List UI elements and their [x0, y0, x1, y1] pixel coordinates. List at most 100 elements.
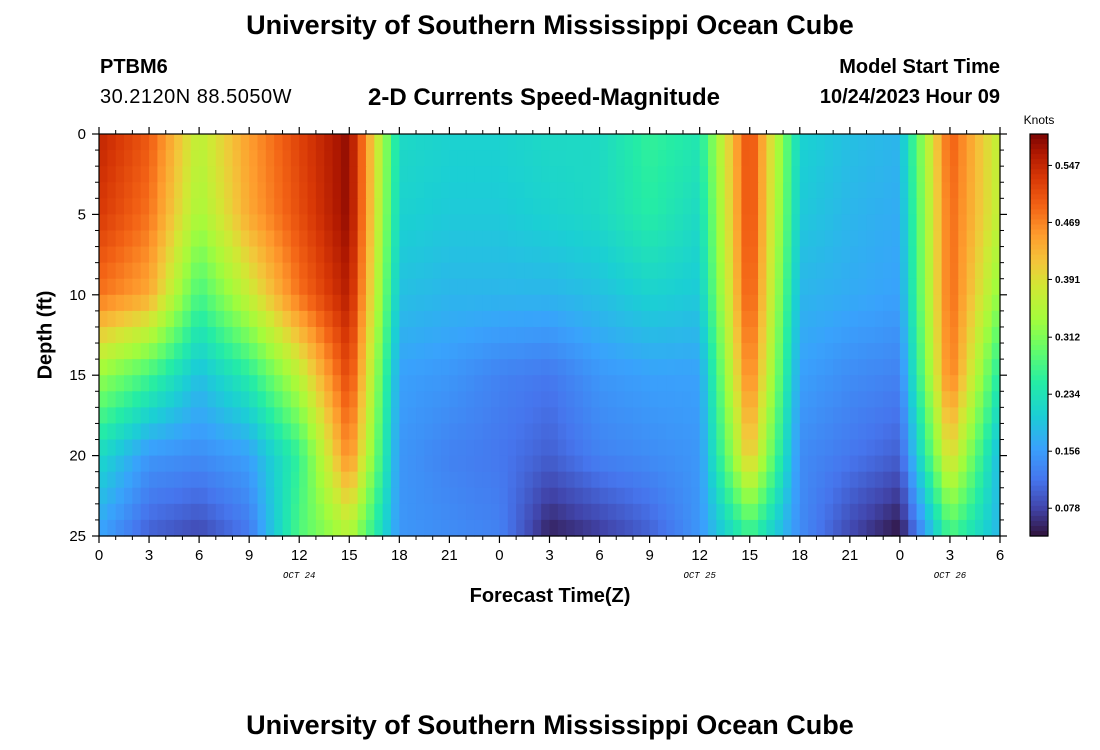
heatmap-cell	[941, 503, 951, 521]
heatmap-cell	[691, 439, 701, 457]
heatmap-cell	[916, 375, 926, 392]
x-tick-label: 6	[195, 547, 203, 564]
heatmap-cell	[149, 455, 158, 473]
heatmap-cell	[207, 359, 217, 376]
colorbar-swatch	[1030, 219, 1048, 226]
heatmap-cell	[599, 343, 609, 360]
heatmap-cell	[365, 471, 375, 489]
heatmap-cell	[282, 471, 292, 489]
heatmap-cell	[949, 182, 959, 199]
heatmap-cell	[299, 310, 309, 328]
heatmap-cell	[124, 278, 133, 296]
heatmap-cell	[774, 262, 784, 280]
heatmap-cell	[874, 375, 884, 392]
heatmap-cell	[766, 278, 776, 296]
heatmap-cell	[582, 134, 592, 151]
heatmap-cell	[340, 166, 350, 183]
heatmap-cell	[365, 246, 375, 264]
heatmap-cell	[432, 439, 442, 457]
heatmap-cell	[182, 310, 192, 328]
heatmap-cell	[299, 455, 309, 473]
heatmap-cell	[349, 182, 359, 199]
heatmap-cell	[532, 198, 542, 215]
heatmap-cell	[783, 343, 793, 360]
heatmap-cell	[883, 134, 893, 151]
heatmap-cell	[424, 278, 434, 296]
heatmap-cell	[382, 391, 392, 408]
heatmap-cell	[566, 375, 576, 392]
heatmap-cell	[599, 519, 609, 537]
heatmap-cell	[374, 455, 384, 473]
heatmap-cell	[257, 326, 267, 344]
heatmap-cell	[616, 343, 626, 360]
heatmap-cell	[666, 407, 676, 425]
heatmap-cell	[741, 439, 751, 457]
heatmap-cell	[115, 471, 125, 489]
heatmap-cell	[883, 262, 893, 280]
heatmap-cell	[491, 391, 501, 408]
heatmap-cell	[299, 262, 309, 280]
heatmap-cell	[616, 326, 626, 344]
heatmap-cell	[282, 182, 292, 199]
heatmap-cell	[682, 519, 692, 537]
heatmap-cell	[140, 246, 150, 264]
heatmap-cell	[416, 214, 425, 232]
heatmap-cell	[966, 503, 976, 521]
heatmap-cell	[766, 439, 776, 457]
heatmap-cell	[382, 246, 392, 264]
heatmap-cell	[574, 343, 584, 360]
heatmap-cell	[357, 198, 367, 215]
heatmap-cell	[474, 439, 484, 457]
heatmap-cell	[416, 407, 425, 425]
heatmap-cell	[758, 519, 767, 537]
heatmap-cell	[99, 519, 108, 537]
heatmap-cell	[299, 230, 309, 248]
heatmap-cell	[299, 198, 309, 215]
heatmap-cell	[365, 278, 375, 296]
heatmap-cell	[649, 134, 659, 151]
heatmap-cell	[724, 246, 734, 264]
heatmap-cell	[315, 519, 325, 537]
heatmap-cell	[741, 166, 751, 183]
heatmap-cell	[908, 198, 918, 215]
heatmap-cell	[624, 487, 634, 505]
heatmap-cell	[774, 166, 784, 183]
heatmap-cell	[174, 262, 184, 280]
heatmap-cell	[240, 198, 250, 215]
heatmap-cell	[249, 503, 259, 521]
heatmap-cell	[733, 375, 742, 392]
heatmap-cell	[115, 503, 125, 521]
heatmap-cell	[516, 455, 526, 473]
heatmap-cell	[741, 310, 751, 328]
heatmap-cell	[674, 503, 684, 521]
x-tick-label: 6	[595, 547, 603, 564]
heatmap-cell	[99, 246, 108, 264]
heatmap-cell	[99, 391, 108, 408]
heatmap-cell	[524, 375, 534, 392]
heatmap-cell	[332, 166, 342, 183]
heatmap-cell	[632, 134, 642, 151]
heatmap-cell	[607, 166, 617, 183]
heatmap-cell	[190, 294, 200, 312]
heatmap-cell	[607, 150, 617, 167]
heatmap-cell	[916, 310, 926, 328]
heatmap-cell	[607, 182, 617, 199]
heatmap-cell	[632, 487, 642, 505]
heatmap-cell	[332, 230, 342, 248]
heatmap-cell	[566, 455, 576, 473]
heatmap-cell	[632, 375, 642, 392]
heatmap-cell	[749, 343, 759, 360]
heatmap-cell	[641, 455, 651, 473]
heatmap-cell	[983, 343, 993, 360]
heatmap-cell	[674, 439, 684, 457]
heatmap-cell	[215, 134, 225, 151]
heatmap-cell	[157, 230, 167, 248]
heatmap-cell	[516, 182, 526, 199]
heatmap-cell	[924, 455, 934, 473]
heatmap-cell	[708, 150, 717, 167]
heatmap-cell	[908, 294, 918, 312]
heatmap-cell	[899, 198, 909, 215]
heatmap-cell	[849, 230, 859, 248]
heatmap-cell	[916, 262, 926, 280]
heatmap-cell	[307, 407, 317, 425]
